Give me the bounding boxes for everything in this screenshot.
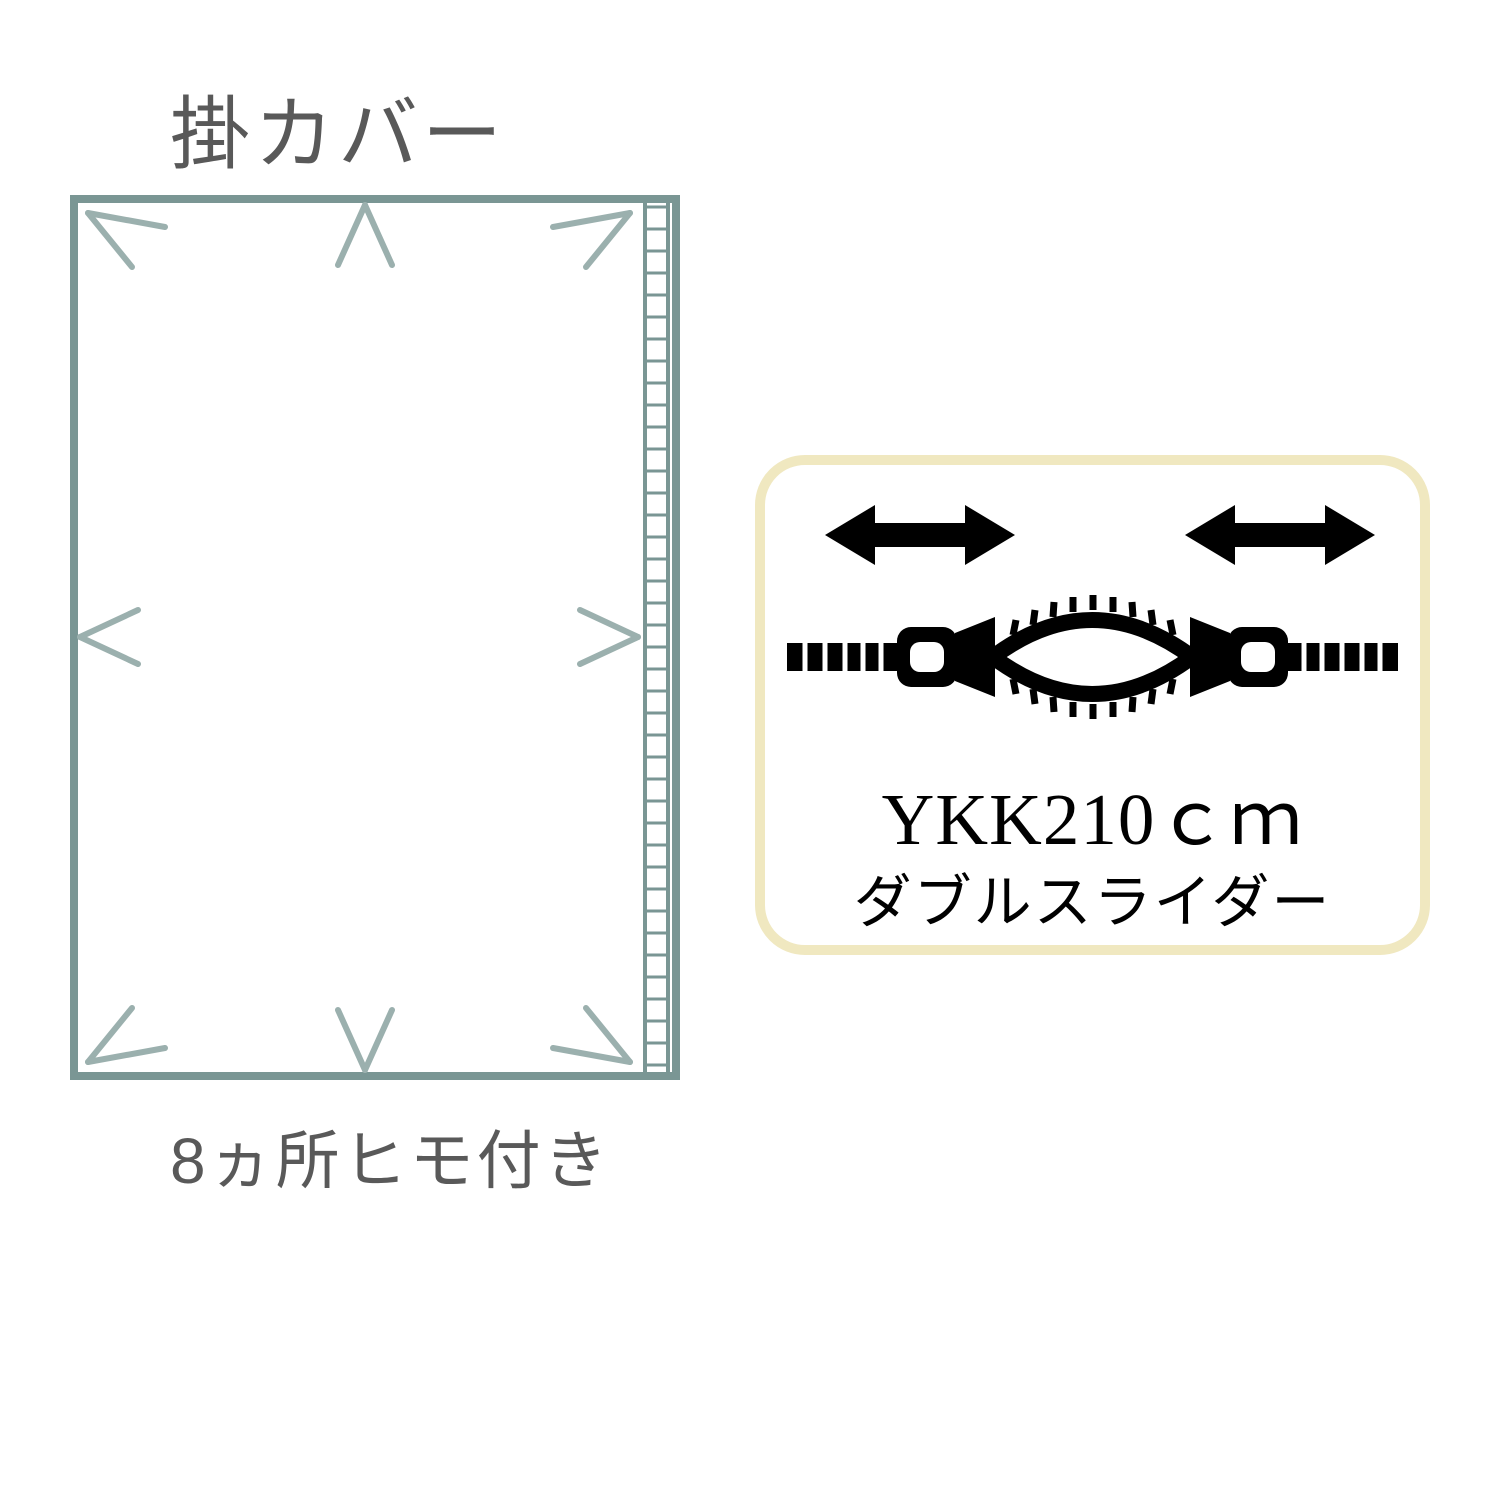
cover-caption: 8ヵ所ヒモ付き: [170, 1110, 611, 1202]
zipper-panel: YKK210ｃｍ ダブルスライダー: [755, 455, 1430, 955]
page-title: 掛カバー: [170, 70, 506, 186]
zipper-slider-right-icon: [1190, 617, 1288, 697]
zipper-slider-left-icon: [897, 617, 995, 697]
arrow-left-icon: [825, 505, 1015, 565]
zipper-subtype-text: ダブルスライダー: [765, 855, 1420, 939]
zipper-track-icon: [787, 643, 1398, 671]
zipper-opening-icon: [993, 595, 1192, 719]
cover-diagram-svg: [70, 195, 680, 1080]
zipper-spec-text: YKK210ｃｍ: [765, 760, 1420, 866]
cover-diagram: [70, 195, 680, 1080]
arrow-right-icon: [1185, 505, 1375, 565]
